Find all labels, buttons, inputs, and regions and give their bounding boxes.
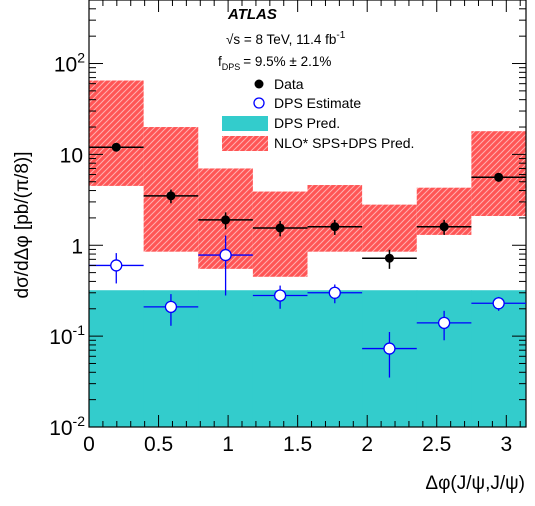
- fdps-value: = 9.5% ± 2.1%: [243, 54, 331, 69]
- data-point: [384, 253, 394, 263]
- data-point: [166, 191, 176, 201]
- legend-label-dps-estimate: DPS Estimate: [274, 95, 361, 111]
- energy-text: √s = 8 TeV, 11.4 fb: [226, 32, 336, 47]
- fdps-subscript: DPS: [222, 62, 241, 72]
- plot-border: [88, 0, 527, 428]
- dps-estimate-point: [273, 289, 287, 302]
- y-tick-label: 10-2: [49, 413, 85, 440]
- y-tick-label: 10: [60, 144, 83, 167]
- nlo-pred-box: [307, 185, 363, 252]
- data-point: [275, 223, 285, 233]
- plot-frame: [88, 0, 527, 428]
- x-axis-title: Δφ(J/ψ,J/ψ): [425, 473, 525, 494]
- atlas-label: ATLAS: [227, 6, 277, 23]
- fdps-label: fDPS = 9.5% ± 2.1%: [218, 54, 331, 72]
- legend-swatch-dps-pred: [222, 116, 268, 131]
- dps-pred-bar: [416, 290, 472, 427]
- dps-estimate-point: [164, 300, 178, 313]
- y-tick-label: 1: [71, 235, 83, 258]
- x-tick-label: 1.5: [283, 433, 312, 456]
- data-point: [221, 215, 231, 225]
- dps-estimate-point: [492, 297, 505, 310]
- data-point: [439, 222, 449, 232]
- x-tick-label: 2: [361, 433, 373, 456]
- data-point: [111, 142, 121, 152]
- x-tick-label: 1: [222, 433, 234, 456]
- energy-exponent: -1: [336, 30, 345, 41]
- nlo-pred-box-layer: [89, 80, 526, 277]
- nlo-pred-box: [143, 127, 199, 252]
- dps-pred-band-layer: [89, 290, 527, 427]
- legend-swatch-nlo-pred: [222, 136, 268, 151]
- dps-estimate-point: [437, 316, 451, 330]
- dps-estimate-point: [110, 259, 123, 272]
- legend: Data DPS Estimate DPS Pred. NLO* SPS+DPS…: [222, 76, 414, 151]
- y-tick-label: 102: [54, 50, 85, 77]
- annotation-block: ATLAS √s = 8 TeV, 11.4 fb-1 fDPS = 9.5% ±…: [218, 6, 346, 72]
- x-tick-label: 3: [500, 433, 512, 456]
- legend-marker-data: [254, 79, 264, 89]
- dps-pred-bar: [252, 290, 308, 427]
- dps-estimate-point: [219, 248, 232, 262]
- data-points-layer: [89, 142, 526, 378]
- legend-label-dps-pred: DPS Pred.: [274, 115, 340, 131]
- dps-pred-bar: [89, 290, 145, 427]
- x-tick-label: 0.5: [144, 433, 173, 456]
- dps-pred-bar: [198, 290, 254, 427]
- nlo-pred-box: [89, 80, 144, 186]
- x-tick-label: 2.5: [422, 433, 451, 456]
- legend-marker-dps-estimate: [253, 97, 265, 109]
- data-point: [494, 172, 504, 182]
- y-tick-label: 10-1: [49, 322, 85, 349]
- y-axis-title: dσ/dΔφ [pb/(π/8)]: [12, 151, 33, 298]
- x-tick-label: 0: [83, 433, 95, 456]
- legend-label-nlo-pred: NLO* SPS+DPS Pred.: [274, 135, 414, 151]
- legend-label-data: Data: [274, 76, 304, 92]
- dps-pred-bar: [471, 290, 527, 427]
- nlo-pred-box: [362, 204, 417, 252]
- dps-estimate-point: [383, 342, 396, 355]
- fdps-symbol: f: [218, 54, 222, 69]
- data-point: [330, 222, 340, 232]
- dps-pred-bar: [307, 290, 363, 427]
- axes-layer: 0 0.5 1 1.5 2 2.5 3 10-2 10-1 1 10 102: [49, 0, 526, 456]
- dps-estimate-point: [328, 286, 341, 299]
- energy-label: √s = 8 TeV, 11.4 fb-1: [226, 30, 346, 47]
